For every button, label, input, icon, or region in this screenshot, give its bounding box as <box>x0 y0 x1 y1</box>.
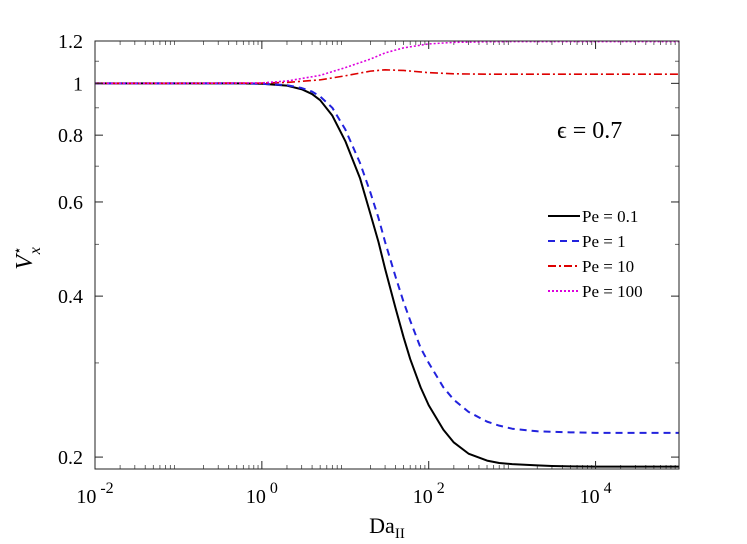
legend-label-2: Pe = 1 <box>582 232 626 251</box>
series-line-1 <box>95 82 679 468</box>
x-tick-label: 10 4 <box>580 480 612 508</box>
x-axis-label-main: Da <box>369 513 395 538</box>
series-line-2 <box>95 82 679 434</box>
epsilon-annotation: ϵ = 0.7 <box>557 118 622 144</box>
x-axis-label: DaII <box>369 513 405 542</box>
y-tick-label: 0.4 <box>58 286 83 308</box>
legend-label-1: Pe = 0.1 <box>582 207 638 226</box>
series-lines <box>95 40 679 468</box>
y-axis-label: V⋆x <box>11 246 44 269</box>
y-tick-label: 0.6 <box>58 192 83 214</box>
y-axis-label-main: V <box>12 253 38 270</box>
x-axis: 10 -2 10 0 10 2 10 4 <box>76 41 612 508</box>
y-tick-label: 0.2 <box>58 447 83 469</box>
y-tick-label: 1 <box>73 73 83 95</box>
series-line-3 <box>95 69 679 85</box>
svg-text:V⋆x: V⋆x <box>11 246 44 269</box>
x-tick-label: 10 0 <box>246 480 278 508</box>
plot-frame <box>94 40 680 470</box>
y-axis: 0.2 0.4 0.6 0.8 1 1.2 <box>58 31 679 469</box>
legend-label-3: Pe = 10 <box>582 257 634 276</box>
x-tick-label: 10 -2 <box>76 480 113 508</box>
y-axis-label-sup: ⋆ <box>11 246 26 255</box>
y-axis-label-sub: x <box>27 247 44 255</box>
legend: Pe = 0.1 Pe = 1 Pe = 10 Pe = 100 <box>548 207 643 301</box>
y-tick-label: 0.8 <box>58 125 83 147</box>
x-tick-label: 10 2 <box>413 480 445 508</box>
legend-label-4: Pe = 100 <box>582 282 643 301</box>
y-tick-label: 1.2 <box>58 31 83 53</box>
x-axis-label-sub: II <box>395 526 405 542</box>
plot-area <box>95 41 679 469</box>
